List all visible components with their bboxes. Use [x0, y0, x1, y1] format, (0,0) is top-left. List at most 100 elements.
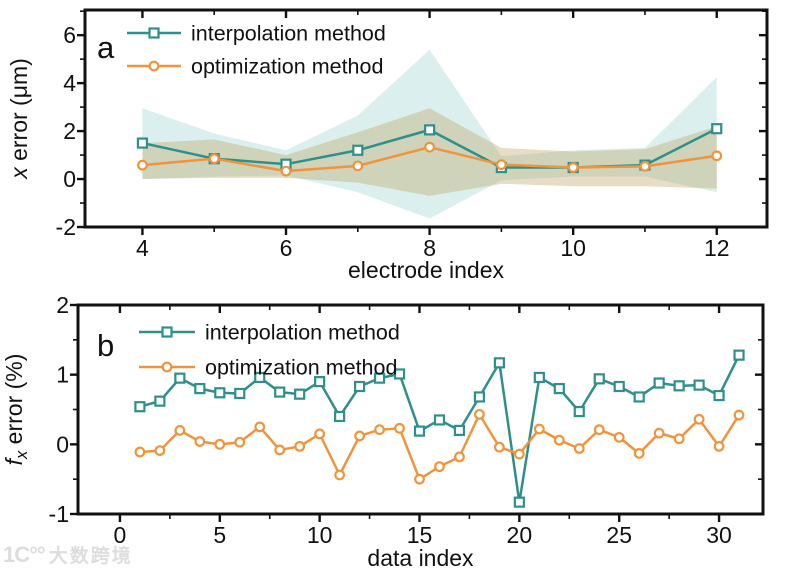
- axis-ticks: [77, 10, 767, 235]
- data-point-square: [473, 391, 486, 403]
- y-tick-label: 0: [56, 431, 69, 457]
- data-point-square: [274, 386, 286, 398]
- series-interpolation: [134, 349, 745, 508]
- data-point-circle: [354, 430, 365, 442]
- data-point-circle: [454, 451, 465, 463]
- data-point-circle: [174, 425, 186, 436]
- data-point-square: [154, 395, 166, 407]
- data-point-square: [653, 377, 665, 389]
- data-point-square: [711, 123, 723, 135]
- data-point-circle: [352, 160, 364, 172]
- data-point-circle: [280, 165, 292, 177]
- data-point-circle: [234, 436, 246, 448]
- data-point-square: [314, 376, 326, 388]
- legend-square-marker: [161, 326, 173, 338]
- y-tick-label: 2: [56, 292, 69, 318]
- data-point-circle: [633, 447, 645, 459]
- y-tick-label: 0: [63, 166, 76, 192]
- x-tick-label: 15: [407, 522, 433, 548]
- legend-label: optimization method: [205, 356, 397, 380]
- data-point-circle: [493, 441, 505, 453]
- data-point-square: [533, 371, 545, 384]
- series-optimization: [137, 141, 723, 177]
- legend-label: interpolation method: [191, 22, 386, 46]
- data-point-square: [573, 405, 585, 418]
- watermark: 1C°° 大数跨境: [3, 541, 133, 568]
- data-point-circle: [639, 160, 651, 172]
- legend-item-optimization: optimization method: [139, 356, 397, 380]
- data-point-square: [593, 373, 605, 385]
- x-tick-label: 20: [507, 522, 533, 548]
- y-tick-label: -1: [49, 501, 69, 527]
- data-point-square: [693, 379, 705, 391]
- data-point-square: [194, 383, 206, 395]
- data-point-square: [234, 387, 246, 400]
- data-point-circle: [414, 473, 425, 485]
- legend: interpolation method optimization method: [139, 321, 400, 380]
- data-point-square: [254, 371, 266, 384]
- data-point-circle: [693, 413, 705, 425]
- data-point-circle: [334, 469, 346, 481]
- data-point-square: [334, 410, 346, 423]
- data-point-square: [423, 124, 436, 136]
- data-point-circle: [593, 424, 605, 436]
- data-point-circle: [274, 444, 286, 456]
- data-point-circle: [154, 445, 166, 457]
- y-axis-title: fx error (%): [1, 354, 31, 466]
- data-point-square: [353, 380, 366, 393]
- data-point-square: [433, 414, 446, 426]
- data-point-circle: [613, 431, 625, 443]
- x-tick-label: 10: [307, 522, 333, 548]
- legend-item-optimization: optimization method: [127, 55, 383, 79]
- data-point-circle: [314, 428, 326, 440]
- legend-circle-marker: [148, 60, 160, 72]
- x-tick-label: 25: [606, 522, 632, 548]
- data-point-circle: [513, 448, 525, 460]
- x-tick-label: 10: [560, 235, 586, 261]
- y-tick-label: 2: [63, 118, 76, 144]
- panel-letter: a: [97, 30, 115, 65]
- data-point-square: [673, 380, 685, 392]
- watermark-label: 大数跨境: [48, 546, 133, 567]
- legend-circle-marker: [161, 361, 173, 373]
- data-point-square: [553, 383, 565, 395]
- data-point-circle: [533, 423, 545, 435]
- data-point-square: [373, 372, 386, 384]
- data-point-square: [613, 380, 625, 393]
- x-tick-label: 0: [114, 522, 127, 548]
- data-point-circle: [394, 422, 405, 434]
- x-axis-title: electrode index: [348, 257, 504, 283]
- data-point-circle: [294, 441, 306, 452]
- series-optimization: [134, 408, 745, 485]
- y-tick-label: 4: [63, 70, 76, 96]
- x-tick-label: 5: [213, 522, 226, 548]
- data-point-circle: [567, 162, 579, 173]
- data-point-circle: [254, 421, 266, 433]
- data-point-circle: [553, 434, 565, 446]
- data-point-circle: [208, 153, 220, 165]
- data-point-square: [214, 387, 226, 399]
- data-point-circle: [194, 436, 206, 447]
- data-point-square: [633, 391, 645, 403]
- legend-label: interpolation method: [205, 321, 400, 345]
- y-tick-label: 6: [63, 22, 76, 48]
- legend-item-interpolation: interpolation method: [139, 321, 400, 345]
- panel-b: 0 5 10 15 20 25 30 -1 0 1 2 data index fx error (%) b…: [1, 292, 765, 571]
- data-point-square: [413, 425, 426, 437]
- x-tick-label: 6: [280, 235, 293, 261]
- panel-a: 4 6 8 10 12 -2 0 2 4 6 electrode index x error (μm)…: [6, 8, 769, 283]
- legend-label: optimization method: [191, 55, 383, 79]
- data-point-square: [136, 137, 149, 149]
- panel-letter: b: [97, 328, 114, 363]
- x-tick-label: 30: [706, 522, 732, 548]
- data-point-square: [513, 496, 525, 508]
- legend-square-marker: [148, 27, 160, 39]
- data-point-circle: [434, 461, 445, 473]
- data-point-circle: [653, 427, 665, 439]
- watermark-logo-icon: 1C°°: [3, 541, 46, 567]
- data-point-circle: [424, 141, 435, 153]
- data-point-circle: [137, 159, 148, 171]
- plot-border: [83, 8, 769, 229]
- data-point-circle: [733, 409, 745, 421]
